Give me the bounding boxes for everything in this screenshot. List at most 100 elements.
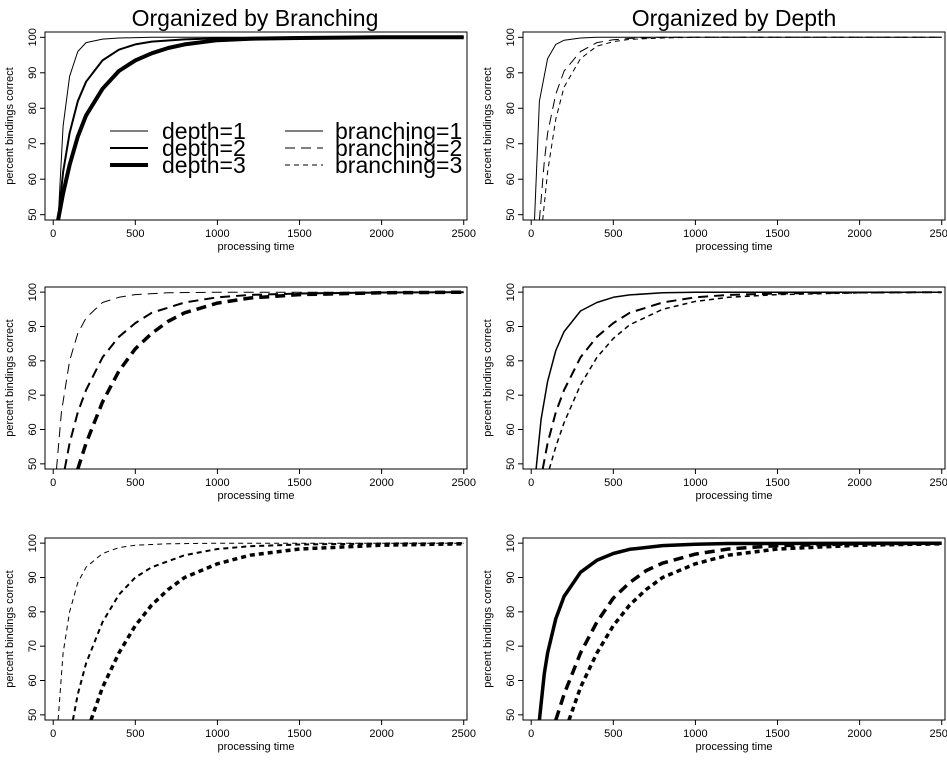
y-tick-label: 50 [27,209,39,221]
series-line-depth-3 [56,35,464,220]
plot-frame [44,286,468,470]
x-tick-label: 500 [126,728,144,740]
y-axis-label: percent bindings correct [4,570,16,687]
y-tick-label: 90 [505,67,517,79]
x-tick-label: 500 [604,728,622,740]
series-line-branching-1 [535,291,942,469]
y-tick-label: 90 [27,571,39,583]
y-tick-label: 70 [505,138,517,150]
x-tick-label: 2000 [369,477,393,489]
y-axis-label: percent bindings correct [482,319,494,436]
x-tick-label: 1500 [765,228,789,240]
y-tick-label: 50 [505,458,517,470]
plot-frame [44,537,468,721]
y-tick-label: 100 [505,283,517,301]
x-tick-label: 500 [126,228,144,240]
series-line-depth-1 [57,542,464,720]
y-axis-label: percent bindings correct [482,67,494,184]
series-line-depth-2 [71,542,464,720]
series-line-branching-3 [542,36,942,220]
legend-label-depth-2: depth=2 [162,135,246,161]
y-tick-label: 80 [27,355,39,367]
x-axis-label: processing time [695,241,772,253]
x-tick-label: 2000 [847,477,871,489]
column-title-branching: Organized by Branching [132,5,379,31]
x-axis-label: processing time [695,490,772,502]
x-tick-label: 0 [528,228,534,240]
y-tick-label: 50 [505,709,517,721]
x-tick-label: 1000 [205,228,229,240]
x-axis-label: processing time [217,241,294,253]
x-tick-label: 2500 [451,228,475,240]
panel-2: 0 500 1000 1500 2000 2500 50 60 70 80 90 100 process… [482,28,947,253]
series-line-depth-1 [56,291,464,469]
panels: 0 500 1000 1500 2000 25005060708090100process… [4,28,947,753]
x-tick-label: 500 [126,477,144,489]
plot-frame [522,537,946,721]
plot-frame [522,31,946,221]
y-axis-label: percent bindings correct [482,570,494,687]
y-tick-label: 90 [505,571,517,583]
y-tick-label: 50 [505,209,517,221]
x-tick-label: 2000 [369,228,393,240]
x-tick-label: 1000 [205,477,229,489]
series-line-depth-1 [57,36,464,220]
y-tick-label: 60 [27,173,39,185]
y-tick-label: 100 [505,534,517,552]
panel-4: 0 500 1000 1500 2000 2500 50 60 70 80 90 100 process… [482,283,947,502]
series-line-branching-2 [538,36,942,220]
x-tick-label: 2000 [847,228,871,240]
x-tick-label: 0 [528,477,534,489]
y-tick-label: 80 [27,102,39,114]
series-line-depth-3 [89,542,464,720]
y-tick-label: 50 [27,458,39,470]
x-tick-label: 1500 [287,228,311,240]
y-tick-label: 70 [27,640,39,652]
y-tick-label: 100 [27,534,39,552]
x-tick-label: 1500 [287,728,311,740]
series-line-branching-2 [554,541,942,720]
series-line-branching-2 [541,291,942,469]
legend-label-branching-3: branching=3 [335,152,462,178]
y-tick-label: 90 [505,320,517,332]
series-line-depth-3 [76,290,464,469]
x-tick-label: 2500 [929,477,947,489]
legend-label-depth-1: depth=1 [162,118,246,144]
panel-3: 0 500 1000 1500 2000 2500 50 60 70 80 90 100 process… [4,283,476,502]
panel-6: 0 500 1000 1500 2000 2500 50 60 70 80 90 100 process… [482,534,947,753]
x-tick-label: 1000 [683,477,707,489]
series-line-branching-1 [534,36,942,220]
column-title-depth: Organized by Depth [632,5,837,31]
y-tick-label: 70 [27,138,39,150]
panel-1: 0 500 1000 1500 2000 2500 50 60 70 80 90 100 process… [4,28,476,253]
plot-frame [522,286,946,470]
y-tick-label: 90 [27,67,39,79]
x-axis-label: processing time [695,741,772,753]
x-tick-label: 1500 [765,477,789,489]
x-tick-label: 500 [604,228,622,240]
y-tick-label: 60 [505,674,517,686]
x-tick-label: 2500 [451,728,475,740]
y-tick-label: 70 [505,640,517,652]
x-tick-label: 2500 [451,477,475,489]
x-tick-label: 1000 [205,728,229,740]
series-line-branching-1 [537,541,942,720]
y-axis-label: percent bindings correct [4,319,16,436]
x-tick-label: 0 [528,728,534,740]
y-axis-label: percent bindings correct [4,67,16,184]
y-tick-label: 80 [505,355,517,367]
x-tick-label: 2500 [929,728,947,740]
y-tick-label: 70 [505,389,517,401]
x-tick-label: 0 [50,228,56,240]
y-tick-label: 60 [505,423,517,435]
series-line-branching-3 [548,291,942,469]
x-tick-label: 0 [50,728,56,740]
y-tick-label: 80 [505,102,517,114]
y-tick-label: 100 [27,28,39,46]
y-tick-label: 70 [27,389,39,401]
series-line-depth-2 [63,291,464,469]
x-tick-label: 1500 [287,477,311,489]
x-axis-label: processing time [217,741,294,753]
x-tick-label: 2000 [369,728,393,740]
legend-label-branching-1: branching=1 [335,118,462,144]
